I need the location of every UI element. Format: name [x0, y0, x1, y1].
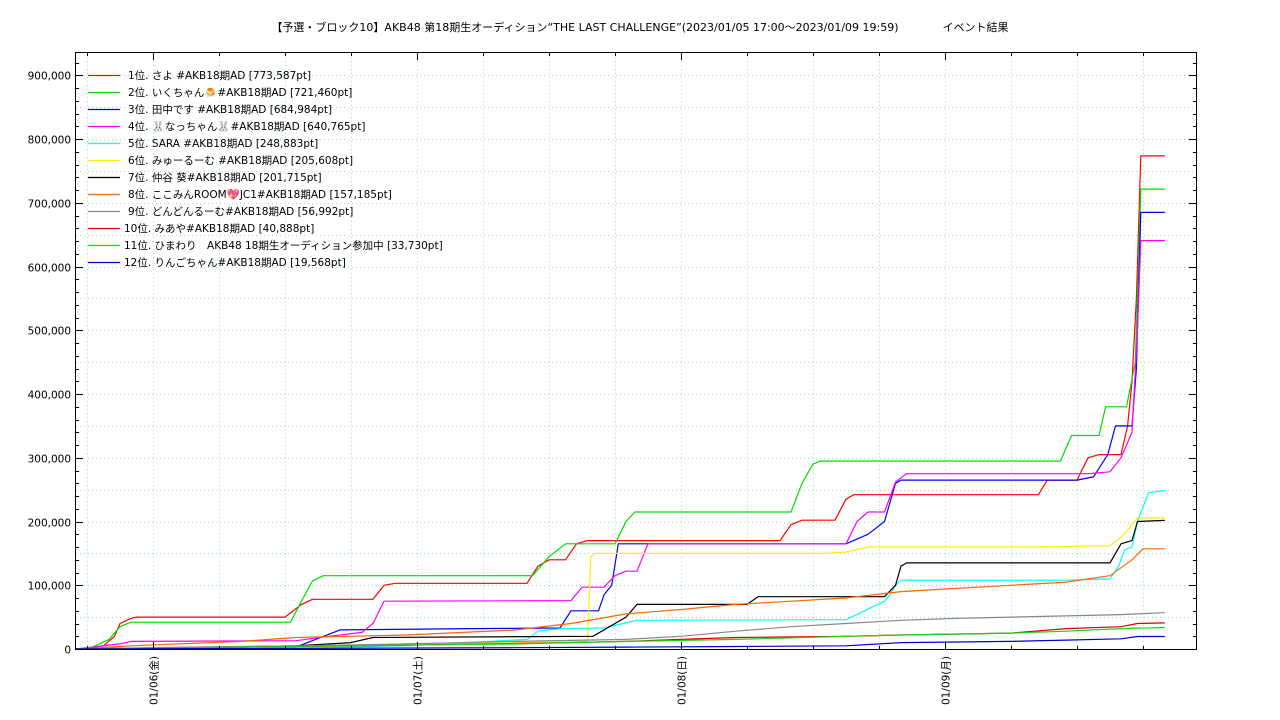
y-tick-label: 800,000	[28, 135, 71, 147]
y-tick-label: 100,000	[28, 581, 71, 593]
series-line-1	[75, 155, 1165, 650]
legend-entry: 2位. いくちゃん🍮#AKB18期AD [721,460pt]	[128, 86, 352, 99]
series-line-5	[75, 489, 1165, 650]
legend-entry: 5位. SARA #AKB18期AD [248,883pt]	[128, 137, 318, 150]
legend-entry: 1位. さよ #AKB18期AD [773,587pt]	[128, 69, 311, 82]
y-tick-label: 300,000	[28, 454, 71, 466]
y-tick-label: 600,000	[28, 263, 71, 275]
y-tick-label: 200,000	[28, 518, 71, 530]
legend-entry: 12位. りんごちゃん#AKB18期AD [19,568pt]	[124, 256, 346, 269]
series-layer	[75, 155, 1165, 650]
series-line-7	[75, 519, 1165, 650]
series-line-4	[75, 240, 1165, 650]
axis-layer: 0 100,000 200,000 300,000 400,000 500,000 600,…	[28, 53, 1196, 705]
x-tick-label: 01/08(日)	[677, 656, 689, 705]
series-line-10	[75, 622, 1165, 650]
series-line-2	[75, 188, 1165, 650]
series-line-9	[75, 612, 1165, 650]
series-line-3	[75, 211, 1165, 650]
x-tick-label: 01/07(土)	[412, 656, 425, 705]
chart-title: 【予選・ブロック10】AKB48 第18期生オーディション“THE LAST C…	[271, 21, 1009, 34]
legend-entry: 11位. ひまわり AKB48 18期生オーディション参加中 [33,730pt…	[124, 239, 443, 252]
series-line-8	[75, 548, 1165, 650]
legend-entry: 3位. 田中です #AKB18期AD [684,984pt]	[128, 103, 332, 116]
legend-entry: 10位. みあや#AKB18期AD [40,888pt]	[124, 222, 314, 235]
plot-frame	[75, 52, 1197, 650]
y-tick-label: 900,000	[28, 71, 71, 83]
legend-entry: 8位. ここみんROOM💖JC1#AKB18期AD [157,185pt]	[128, 188, 392, 201]
x-tick-label: 01/06(金)	[148, 656, 161, 705]
y-tick-label: 0	[64, 645, 71, 657]
x-tick-label: 01/09(月)	[941, 656, 953, 705]
y-tick-label: 400,000	[28, 390, 71, 402]
series-line-6	[75, 517, 1165, 650]
legend-entry: 7位. 仲谷 葵#AKB18期AD [201,715pt]	[128, 171, 322, 184]
legend: 1位. さよ #AKB18期AD [773,587pt] 2位. いくちゃん🍮#A…	[88, 69, 443, 269]
legend-entry: 9位. どんどんるーむ#AKB18期AD [56,992pt]	[128, 205, 353, 218]
legend-entry: 4位. 🐰なっちゃん🐰#AKB18期AD [640,765pt]	[128, 120, 365, 133]
series-line-11	[75, 626, 1165, 650]
series-line-12	[75, 635, 1165, 650]
y-tick-label: 500,000	[28, 326, 71, 338]
legend-entry: 6位. みゅーるーむ #AKB18期AD [205,608pt]	[128, 154, 353, 167]
y-tick-label: 700,000	[28, 199, 71, 211]
